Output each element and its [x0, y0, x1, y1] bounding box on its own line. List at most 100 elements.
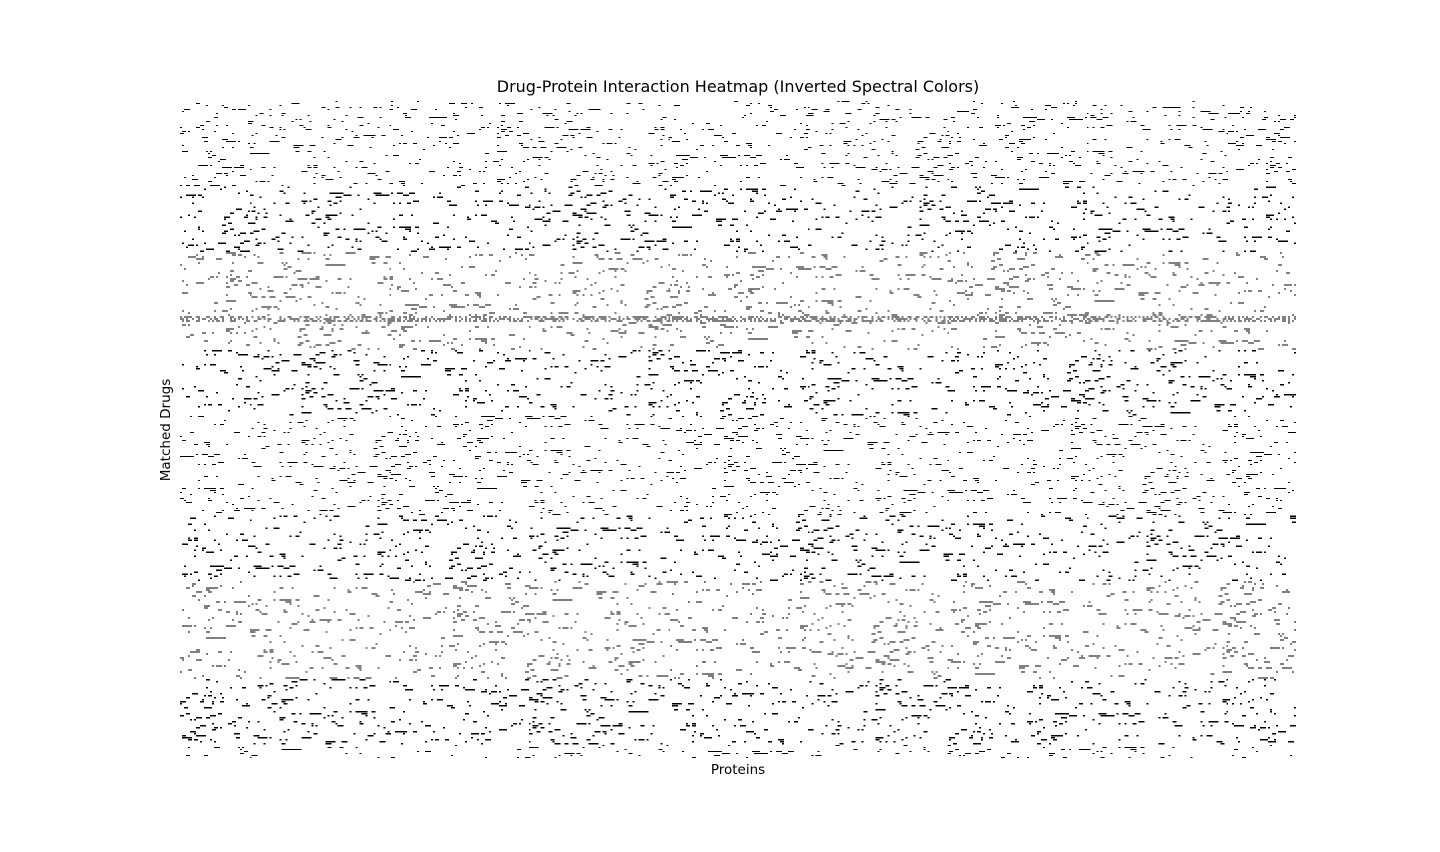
- heatmap-cell: [967, 515, 970, 517]
- heatmap-cell: [913, 473, 916, 476]
- heatmap-cell: [973, 523, 986, 525]
- heatmap-cell: [1200, 511, 1205, 513]
- heatmap-cell: [1192, 116, 1195, 119]
- heatmap-cell: [181, 150, 188, 153]
- heatmap-cell: [975, 318, 978, 320]
- heatmap-cell: [831, 509, 834, 511]
- heatmap-cell: [676, 410, 681, 412]
- heatmap-cell: [1200, 473, 1203, 476]
- heatmap-cell: [1238, 204, 1241, 206]
- heatmap-cell: [403, 312, 408, 314]
- heatmap-cell: [1070, 430, 1073, 432]
- heatmap-cell: [419, 509, 422, 511]
- heatmap-cell: [773, 422, 778, 424]
- heatmap-cell: [297, 344, 302, 346]
- heatmap-cell: [598, 258, 605, 260]
- heatmap-cell: [1180, 455, 1183, 458]
- heatmap-cell: [670, 196, 675, 198]
- heatmap-cell: [480, 126, 485, 129]
- heatmap-cell: [945, 206, 952, 208]
- heatmap-cell: [1118, 350, 1121, 352]
- heatmap-cell: [478, 318, 481, 320]
- heatmap-cell: [991, 346, 998, 348]
- heatmap-cell: [209, 489, 216, 492]
- heatmap-cell: [241, 318, 244, 320]
- heatmap-cell: [1164, 114, 1167, 117]
- heatmap-cell: [1172, 469, 1177, 472]
- heatmap-cell: [801, 312, 804, 314]
- heatmap-cell: [841, 232, 844, 234]
- heatmap-cell: [616, 320, 623, 322]
- heatmap-cell: [923, 152, 928, 155]
- heatmap-cell: [1196, 362, 1199, 364]
- heatmap-cell: [1294, 451, 1296, 454]
- heatmap-cell: [867, 441, 878, 444]
- heatmap-cell: [1144, 266, 1147, 268]
- heatmap-cell: [757, 366, 764, 368]
- heatmap-cell: [180, 196, 182, 198]
- heatmap-cell: [618, 332, 627, 334]
- heatmap-cell: [953, 266, 956, 268]
- heatmap-cell: [1056, 479, 1059, 482]
- heatmap-cell: [1032, 316, 1037, 318]
- heatmap-cell: [823, 256, 828, 258]
- heatmap-cell: [1080, 479, 1083, 482]
- heatmap-cell: [413, 200, 420, 202]
- heatmap-cell: [592, 306, 597, 308]
- heatmap-cell: [375, 316, 378, 318]
- heatmap-cell: [313, 437, 316, 440]
- heatmap-cell: [381, 497, 384, 499]
- heatmap-cell: [1272, 316, 1275, 318]
- heatmap-cell: [1278, 292, 1281, 294]
- heatmap-cell: [371, 262, 376, 264]
- heatmap-cell: [377, 364, 388, 366]
- heatmap-cell: [909, 525, 914, 527]
- heatmap-cell: [977, 491, 984, 494]
- heatmap-cell: [215, 258, 222, 260]
- heatmap-cell: [1044, 398, 1049, 400]
- heatmap-cell: [588, 501, 595, 503]
- heatmap-cell: [570, 334, 575, 336]
- heatmap-cell: [606, 342, 609, 344]
- heatmap-cell: [1190, 308, 1193, 310]
- heatmap-cell: [447, 316, 454, 318]
- heatmap-cell: [427, 358, 430, 360]
- heatmap-cell: [263, 318, 266, 320]
- heatmap-cell: [1044, 108, 1047, 111]
- heatmap-cell: [763, 398, 766, 400]
- heatmap-cell: [1144, 272, 1149, 274]
- heatmap-cell: [640, 234, 643, 236]
- heatmap-cell: [674, 208, 677, 210]
- heatmap-cell: [895, 473, 898, 476]
- heatmap-cell: [993, 254, 996, 256]
- heatmap-cell: [1220, 384, 1225, 386]
- heatmap-cell: [205, 316, 210, 318]
- heatmap-cell: [600, 370, 603, 372]
- heatmap-cell: [811, 350, 816, 352]
- heatmap-cell: [947, 320, 950, 322]
- heatmap-cell: [672, 306, 677, 308]
- heatmap-cell: [293, 320, 296, 322]
- heatmap-cell: [484, 304, 491, 306]
- heatmap-cell: [646, 246, 651, 248]
- heatmap-cell: [305, 324, 310, 326]
- heatmap-cell: [253, 254, 256, 256]
- heatmap-cell: [377, 226, 382, 228]
- heatmap-cell: [873, 114, 876, 117]
- heatmap-cell: [261, 306, 272, 308]
- heatmap-cell: [453, 214, 456, 216]
- heatmap-cell: [608, 190, 613, 192]
- heatmap-cell: [383, 320, 386, 322]
- heatmap-cell: [263, 242, 266, 244]
- heatmap-cell: [646, 260, 649, 262]
- heatmap-cell: [1230, 537, 1241, 539]
- heatmap-cell: [1158, 320, 1163, 322]
- heatmap-cell: [692, 214, 703, 216]
- heatmap-cell: [1266, 180, 1269, 182]
- heatmap-cell: [929, 537, 932, 539]
- heatmap-cell: [574, 304, 577, 306]
- heatmap-cell: [626, 537, 629, 539]
- heatmap-cell: [245, 190, 248, 192]
- heatmap-cell: [409, 162, 412, 165]
- heatmap-cell: [813, 529, 820, 531]
